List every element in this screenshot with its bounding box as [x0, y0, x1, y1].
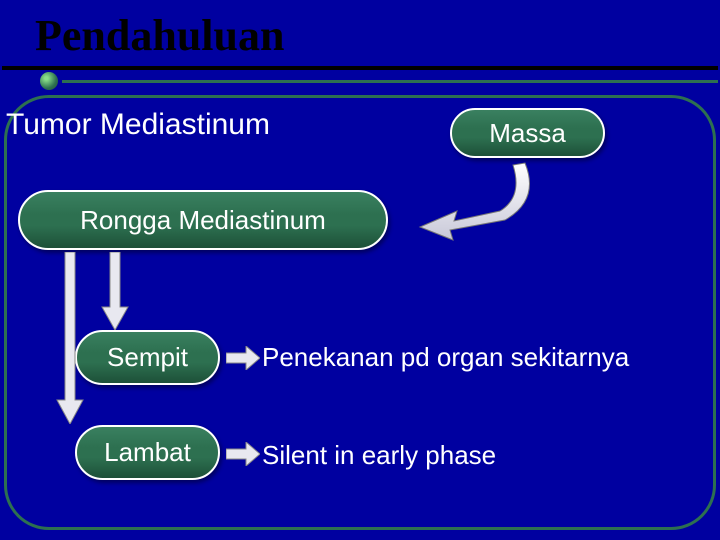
arrow-curved-icon	[395, 155, 545, 245]
arrow-right-2-icon	[226, 442, 260, 466]
title-underline-thick	[2, 66, 718, 70]
pill-lambat: Lambat	[75, 425, 220, 480]
text-silent: Silent in early phase	[262, 440, 496, 471]
pill-rongga: Rongga Mediastinum	[18, 190, 388, 250]
title-area: Pendahuluan	[0, 0, 720, 95]
pill-lambat-label: Lambat	[104, 437, 191, 468]
slide-title: Pendahuluan	[35, 10, 284, 61]
subtitle-text: Tumor Mediastinum	[6, 108, 270, 142]
bullet-icon	[40, 72, 58, 90]
pill-massa-label: Massa	[489, 118, 566, 149]
arrow-down-2-icon	[55, 252, 85, 424]
arrow-down-1-icon	[100, 252, 130, 330]
pill-rongga-label: Rongga Mediastinum	[80, 205, 326, 236]
text-penekanan: Penekanan pd organ sekitarnya	[262, 342, 629, 373]
pill-sempit-label: Sempit	[107, 342, 188, 373]
pill-sempit: Sempit	[75, 330, 220, 385]
pill-massa: Massa	[450, 108, 605, 158]
arrow-right-1-icon	[226, 346, 260, 370]
title-underline-thin	[62, 80, 718, 83]
